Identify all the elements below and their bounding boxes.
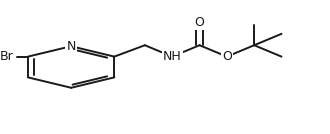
Text: N: N xyxy=(66,40,76,53)
Text: O: O xyxy=(222,50,232,63)
Text: O: O xyxy=(195,16,205,29)
Text: NH: NH xyxy=(163,50,182,63)
Text: Br: Br xyxy=(0,50,13,63)
